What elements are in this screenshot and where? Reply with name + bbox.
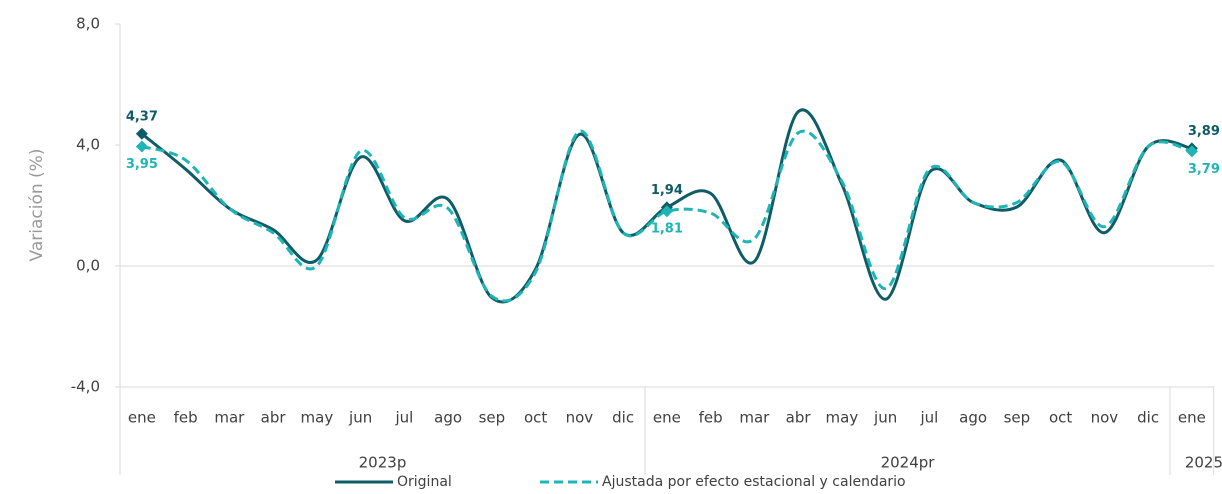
x-tick-label: oct — [524, 409, 547, 427]
point-marker — [135, 140, 148, 153]
x-tick-label: jul — [919, 409, 938, 427]
data-label: 3,79 — [1188, 162, 1220, 177]
x-tick-label: may — [301, 409, 334, 427]
x-tick-label: jun — [348, 409, 372, 427]
x-tick-label: oct — [1049, 409, 1072, 427]
x-tick-label: ene — [128, 409, 156, 427]
data-label: 4,37 — [126, 109, 158, 124]
x-tick-label: sep — [479, 409, 506, 427]
x-tick-label: dic — [612, 409, 634, 427]
point-marker — [135, 127, 148, 140]
point-marker — [1185, 145, 1198, 158]
point-marker — [660, 205, 673, 218]
x-tick-label: sep — [1004, 409, 1031, 427]
x-tick-label: ago — [434, 409, 462, 427]
legend-label: Original — [397, 474, 452, 490]
y-tick-label: 4,0 — [76, 136, 100, 154]
x-tick-label: feb — [174, 409, 198, 427]
x-tick-label: feb — [699, 409, 723, 427]
x-tick-label: may — [826, 409, 859, 427]
y-tick-label: -4,0 — [71, 378, 100, 396]
x-tick-label: jul — [394, 409, 413, 427]
group-label: 2024pr — [881, 454, 936, 472]
y-axis-title: Variación (%) — [27, 149, 47, 262]
data-label: 3,95 — [126, 157, 158, 172]
x-tick-label: mar — [214, 409, 245, 427]
legend-label: Ajustada por efecto estacional y calenda… — [602, 474, 906, 490]
group-label: 2023p — [359, 454, 407, 472]
x-tick-label: jun — [873, 409, 897, 427]
x-tick-label: ene — [653, 409, 681, 427]
x-tick-label: abr — [261, 409, 287, 427]
data-label: 3,89 — [1188, 124, 1220, 139]
y-tick-label: 8,0 — [76, 15, 100, 33]
x-tick-label: nov — [566, 409, 594, 427]
x-tick-label: abr — [786, 409, 812, 427]
data-label: 1,94 — [651, 183, 683, 198]
x-tick-label: ago — [959, 409, 987, 427]
y-tick-label: 0,0 — [76, 257, 100, 275]
x-tick-label: mar — [739, 409, 770, 427]
series-line — [141, 129, 1193, 303]
x-tick-label: nov — [1091, 409, 1119, 427]
group-label: 2025pr — [1185, 454, 1222, 472]
data-label: 1,81 — [651, 222, 683, 237]
x-tick-label: ene — [1178, 409, 1206, 427]
x-tick-label: dic — [1137, 409, 1159, 427]
